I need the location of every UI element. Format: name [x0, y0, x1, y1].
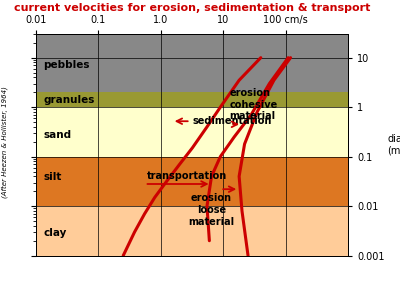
Text: sand: sand: [43, 130, 71, 139]
Text: transportation: transportation: [147, 171, 227, 181]
Y-axis label: diameter
(mm): diameter (mm): [387, 134, 400, 156]
Bar: [36, 157, 348, 206]
Text: silt: silt: [43, 172, 62, 182]
Text: erosion
loose
material: erosion loose material: [188, 193, 234, 227]
Text: (After Heezen & Hollister, 1964): (After Heezen & Hollister, 1964): [2, 86, 8, 198]
Title: current velocities for erosion, sedimentation & transport: current velocities for erosion, sediment…: [14, 3, 370, 13]
Bar: [36, 34, 348, 92]
Text: sedimentation: sedimentation: [192, 116, 272, 126]
Bar: [36, 92, 348, 107]
Text: pebbles: pebbles: [43, 60, 90, 70]
Text: granules: granules: [43, 95, 94, 105]
Text: clay: clay: [43, 228, 66, 239]
Bar: [36, 206, 348, 256]
Text: erosion
cohesive
material: erosion cohesive material: [229, 88, 278, 121]
Bar: [36, 107, 348, 157]
